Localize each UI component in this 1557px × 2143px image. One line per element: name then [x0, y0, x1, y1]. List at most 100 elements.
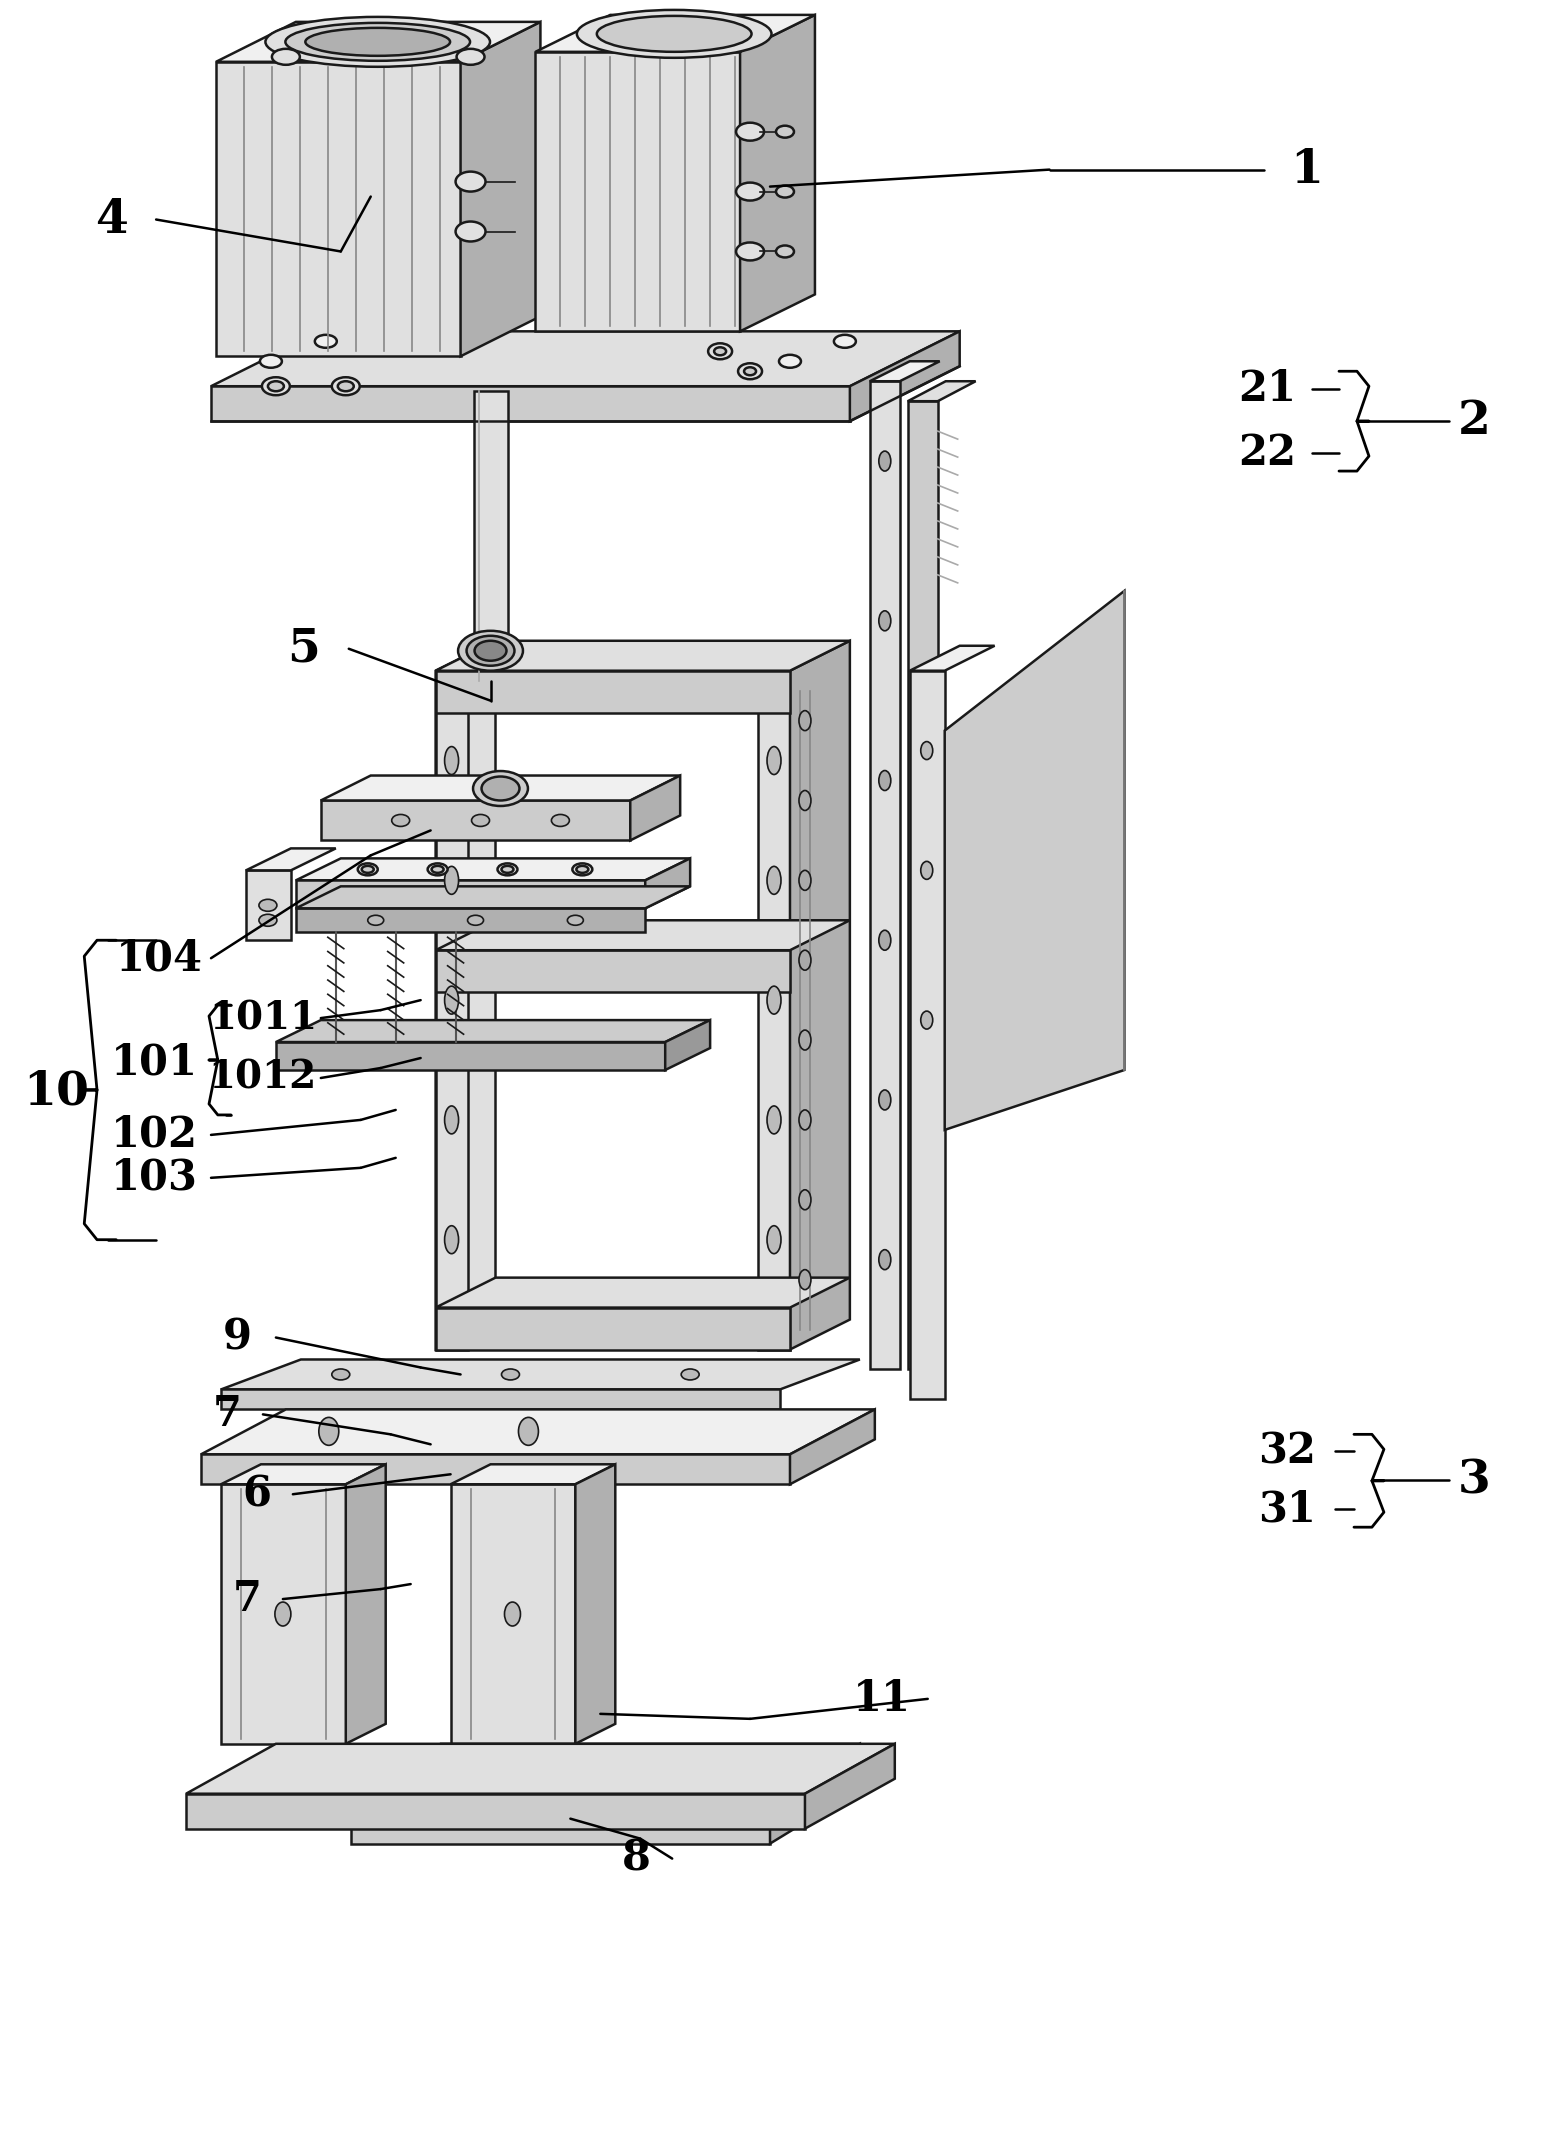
Polygon shape: [909, 645, 995, 671]
Ellipse shape: [285, 24, 470, 60]
Polygon shape: [789, 641, 850, 1350]
Polygon shape: [346, 1464, 386, 1744]
Ellipse shape: [738, 364, 761, 379]
Ellipse shape: [878, 930, 891, 949]
Ellipse shape: [799, 870, 811, 889]
Ellipse shape: [799, 791, 811, 810]
Ellipse shape: [258, 900, 277, 911]
Ellipse shape: [768, 746, 782, 774]
Ellipse shape: [473, 771, 528, 806]
Bar: [436, 1307, 789, 1350]
Text: 31: 31: [1258, 1487, 1316, 1530]
Bar: [296, 909, 645, 932]
Text: 32: 32: [1258, 1429, 1316, 1472]
Polygon shape: [870, 362, 940, 381]
Polygon shape: [201, 1410, 875, 1455]
Text: 2: 2: [1457, 399, 1490, 444]
Polygon shape: [212, 332, 959, 386]
Ellipse shape: [596, 15, 752, 51]
Polygon shape: [436, 1277, 850, 1307]
Ellipse shape: [576, 866, 589, 872]
Polygon shape: [436, 641, 850, 671]
Ellipse shape: [445, 986, 459, 1014]
Text: 1: 1: [1291, 146, 1323, 193]
Ellipse shape: [573, 864, 592, 874]
Bar: [321, 801, 631, 840]
Ellipse shape: [456, 171, 486, 191]
Ellipse shape: [467, 636, 514, 666]
Text: 102: 102: [111, 1114, 198, 1155]
Ellipse shape: [458, 630, 523, 671]
Ellipse shape: [680, 1369, 699, 1380]
Bar: [185, 1794, 805, 1828]
Text: 11: 11: [853, 1678, 911, 1721]
Polygon shape: [665, 1020, 710, 1069]
Ellipse shape: [878, 452, 891, 471]
Ellipse shape: [392, 814, 409, 827]
Ellipse shape: [428, 864, 447, 874]
Text: 104: 104: [115, 936, 202, 979]
Text: 4: 4: [95, 197, 128, 242]
Ellipse shape: [276, 1603, 291, 1627]
Polygon shape: [216, 62, 461, 356]
Ellipse shape: [768, 866, 782, 894]
Text: 7: 7: [232, 1577, 262, 1620]
Ellipse shape: [878, 1249, 891, 1269]
Ellipse shape: [315, 334, 336, 347]
Ellipse shape: [272, 49, 301, 64]
Ellipse shape: [715, 347, 726, 356]
Bar: [246, 870, 291, 941]
Ellipse shape: [338, 381, 353, 392]
Ellipse shape: [305, 28, 450, 56]
Bar: [201, 1455, 789, 1485]
Ellipse shape: [799, 711, 811, 731]
Polygon shape: [436, 919, 850, 949]
Text: 10: 10: [23, 1069, 89, 1114]
Polygon shape: [945, 591, 1124, 1129]
Polygon shape: [221, 1464, 386, 1485]
Ellipse shape: [472, 814, 489, 827]
Ellipse shape: [775, 186, 794, 197]
Ellipse shape: [431, 866, 444, 872]
Polygon shape: [450, 1464, 615, 1485]
Ellipse shape: [920, 741, 933, 759]
Ellipse shape: [775, 126, 794, 137]
Ellipse shape: [445, 1226, 459, 1254]
Ellipse shape: [501, 866, 514, 872]
Ellipse shape: [258, 915, 277, 926]
Polygon shape: [536, 51, 740, 332]
Polygon shape: [740, 15, 814, 332]
Ellipse shape: [775, 246, 794, 257]
Ellipse shape: [878, 611, 891, 630]
Ellipse shape: [456, 221, 486, 242]
Ellipse shape: [518, 1417, 539, 1444]
Text: 1011: 1011: [209, 999, 318, 1037]
Text: 5: 5: [288, 626, 321, 671]
Polygon shape: [246, 849, 336, 870]
Ellipse shape: [501, 1369, 520, 1380]
Bar: [276, 1041, 665, 1069]
Ellipse shape: [920, 1011, 933, 1029]
Ellipse shape: [768, 1106, 782, 1134]
Ellipse shape: [260, 356, 282, 369]
Text: 6: 6: [243, 1472, 271, 1515]
Polygon shape: [789, 1410, 875, 1485]
Ellipse shape: [367, 915, 383, 926]
Ellipse shape: [736, 122, 764, 141]
Polygon shape: [536, 15, 814, 51]
Ellipse shape: [576, 11, 772, 58]
Ellipse shape: [835, 334, 856, 347]
Bar: [436, 949, 789, 992]
Text: 21: 21: [1238, 369, 1295, 409]
Bar: [221, 1389, 780, 1410]
Bar: [296, 881, 645, 909]
Ellipse shape: [445, 746, 459, 774]
Polygon shape: [185, 1744, 895, 1794]
Ellipse shape: [332, 1369, 350, 1380]
Bar: [870, 381, 900, 1369]
Text: 8: 8: [621, 1837, 651, 1879]
Bar: [450, 1485, 576, 1744]
Text: 7: 7: [213, 1393, 241, 1436]
Bar: [909, 671, 945, 1399]
Polygon shape: [461, 21, 540, 356]
